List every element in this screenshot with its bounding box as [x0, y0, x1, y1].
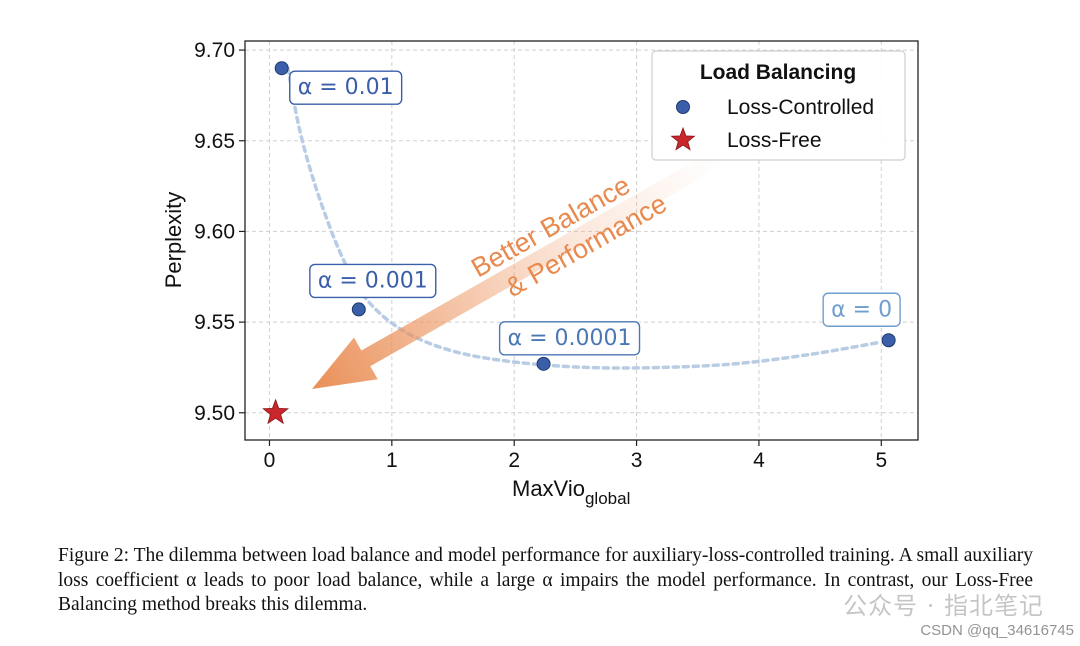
axis-ticks: 0 1 2 3 4 5 9.50 9.55 9.60 9.65 9.70 — [194, 39, 887, 472]
y-tick-label: 9.65 — [194, 130, 235, 153]
legend-entry-loss-controlled: Loss-Controlled — [727, 96, 874, 119]
point-loss-controlled — [536, 356, 551, 371]
y-tick-label: 9.55 — [194, 311, 235, 334]
credit-text: CSDN @qq_34616745 — [920, 622, 1074, 639]
x-tick-label: 1 — [386, 449, 398, 472]
trend-curve — [286, 66, 884, 370]
data-marks — [262, 61, 896, 425]
legend-entry-loss-free: Loss-Free — [727, 129, 822, 152]
point-annotation: α = 0.0001 — [498, 321, 641, 356]
y-axis-label: Perplexity — [161, 192, 186, 289]
x-tick-label: 0 — [264, 449, 276, 472]
legend-star-icon — [670, 126, 696, 151]
point-annotation: α = 0.01 — [289, 70, 403, 105]
annotation-box — [309, 263, 437, 299]
caption-line-1: Figure 2: The dilemma between load balan… — [58, 545, 825, 566]
legend-box — [651, 50, 906, 161]
x-tick-label: 5 — [875, 449, 887, 472]
trend-curve-layer — [286, 66, 884, 370]
caption-line-3: model performance. In contrast, our Loss… — [58, 569, 1033, 616]
legend-circle-icon — [676, 100, 690, 114]
x-tick-label: 4 — [753, 449, 765, 472]
y-tick-label: 9.50 — [194, 402, 235, 425]
x-tick-label: 2 — [508, 449, 520, 472]
point-annotation: α = 0 — [822, 292, 901, 327]
watermark-text: 公众号 · 指北笔记 — [843, 592, 1044, 620]
figure-caption: Figure 2: The dilemma between load balan… — [58, 544, 1033, 618]
x-axis-label-sub: global — [585, 489, 630, 508]
point-loss-free-star — [262, 398, 290, 425]
x-axis-label: MaxVioglobal — [512, 476, 630, 508]
point-loss-controlled — [351, 302, 366, 317]
caption-line-2: training. A small auxiliary loss coeffic… — [58, 545, 1034, 591]
x-tick-label: 3 — [631, 449, 643, 472]
annotation-label: α = 0.01 — [298, 75, 394, 100]
annotation-label: α = 0.0001 — [508, 326, 632, 351]
annotation-box — [289, 70, 403, 105]
legend-title: Load Balancing — [700, 61, 856, 84]
annotation-box — [822, 292, 901, 327]
legend: Load Balancing Loss-Controlled Loss-Free — [651, 50, 906, 161]
plot-frame — [244, 40, 919, 441]
y-tick-label: 9.60 — [194, 220, 235, 243]
annotation-box — [498, 321, 641, 356]
y-tick-label: 9.70 — [194, 39, 235, 62]
x-axis-label-main: MaxVio — [512, 476, 585, 501]
annotation-label: α = 0 — [831, 297, 892, 322]
annotation-label: α = 0.001 — [318, 268, 428, 293]
arrow-shape — [312, 150, 723, 389]
point-annotation: α = 0.001 — [309, 263, 437, 299]
point-loss-controlled — [881, 333, 896, 348]
point-annotations: α = 0.01 α = 0.001 α = 0.0001 α = 0 — [289, 70, 901, 356]
point-loss-controlled — [274, 61, 289, 76]
chart-figure: Better Balance & Performance α = 0.01α =… — [161, 39, 919, 508]
